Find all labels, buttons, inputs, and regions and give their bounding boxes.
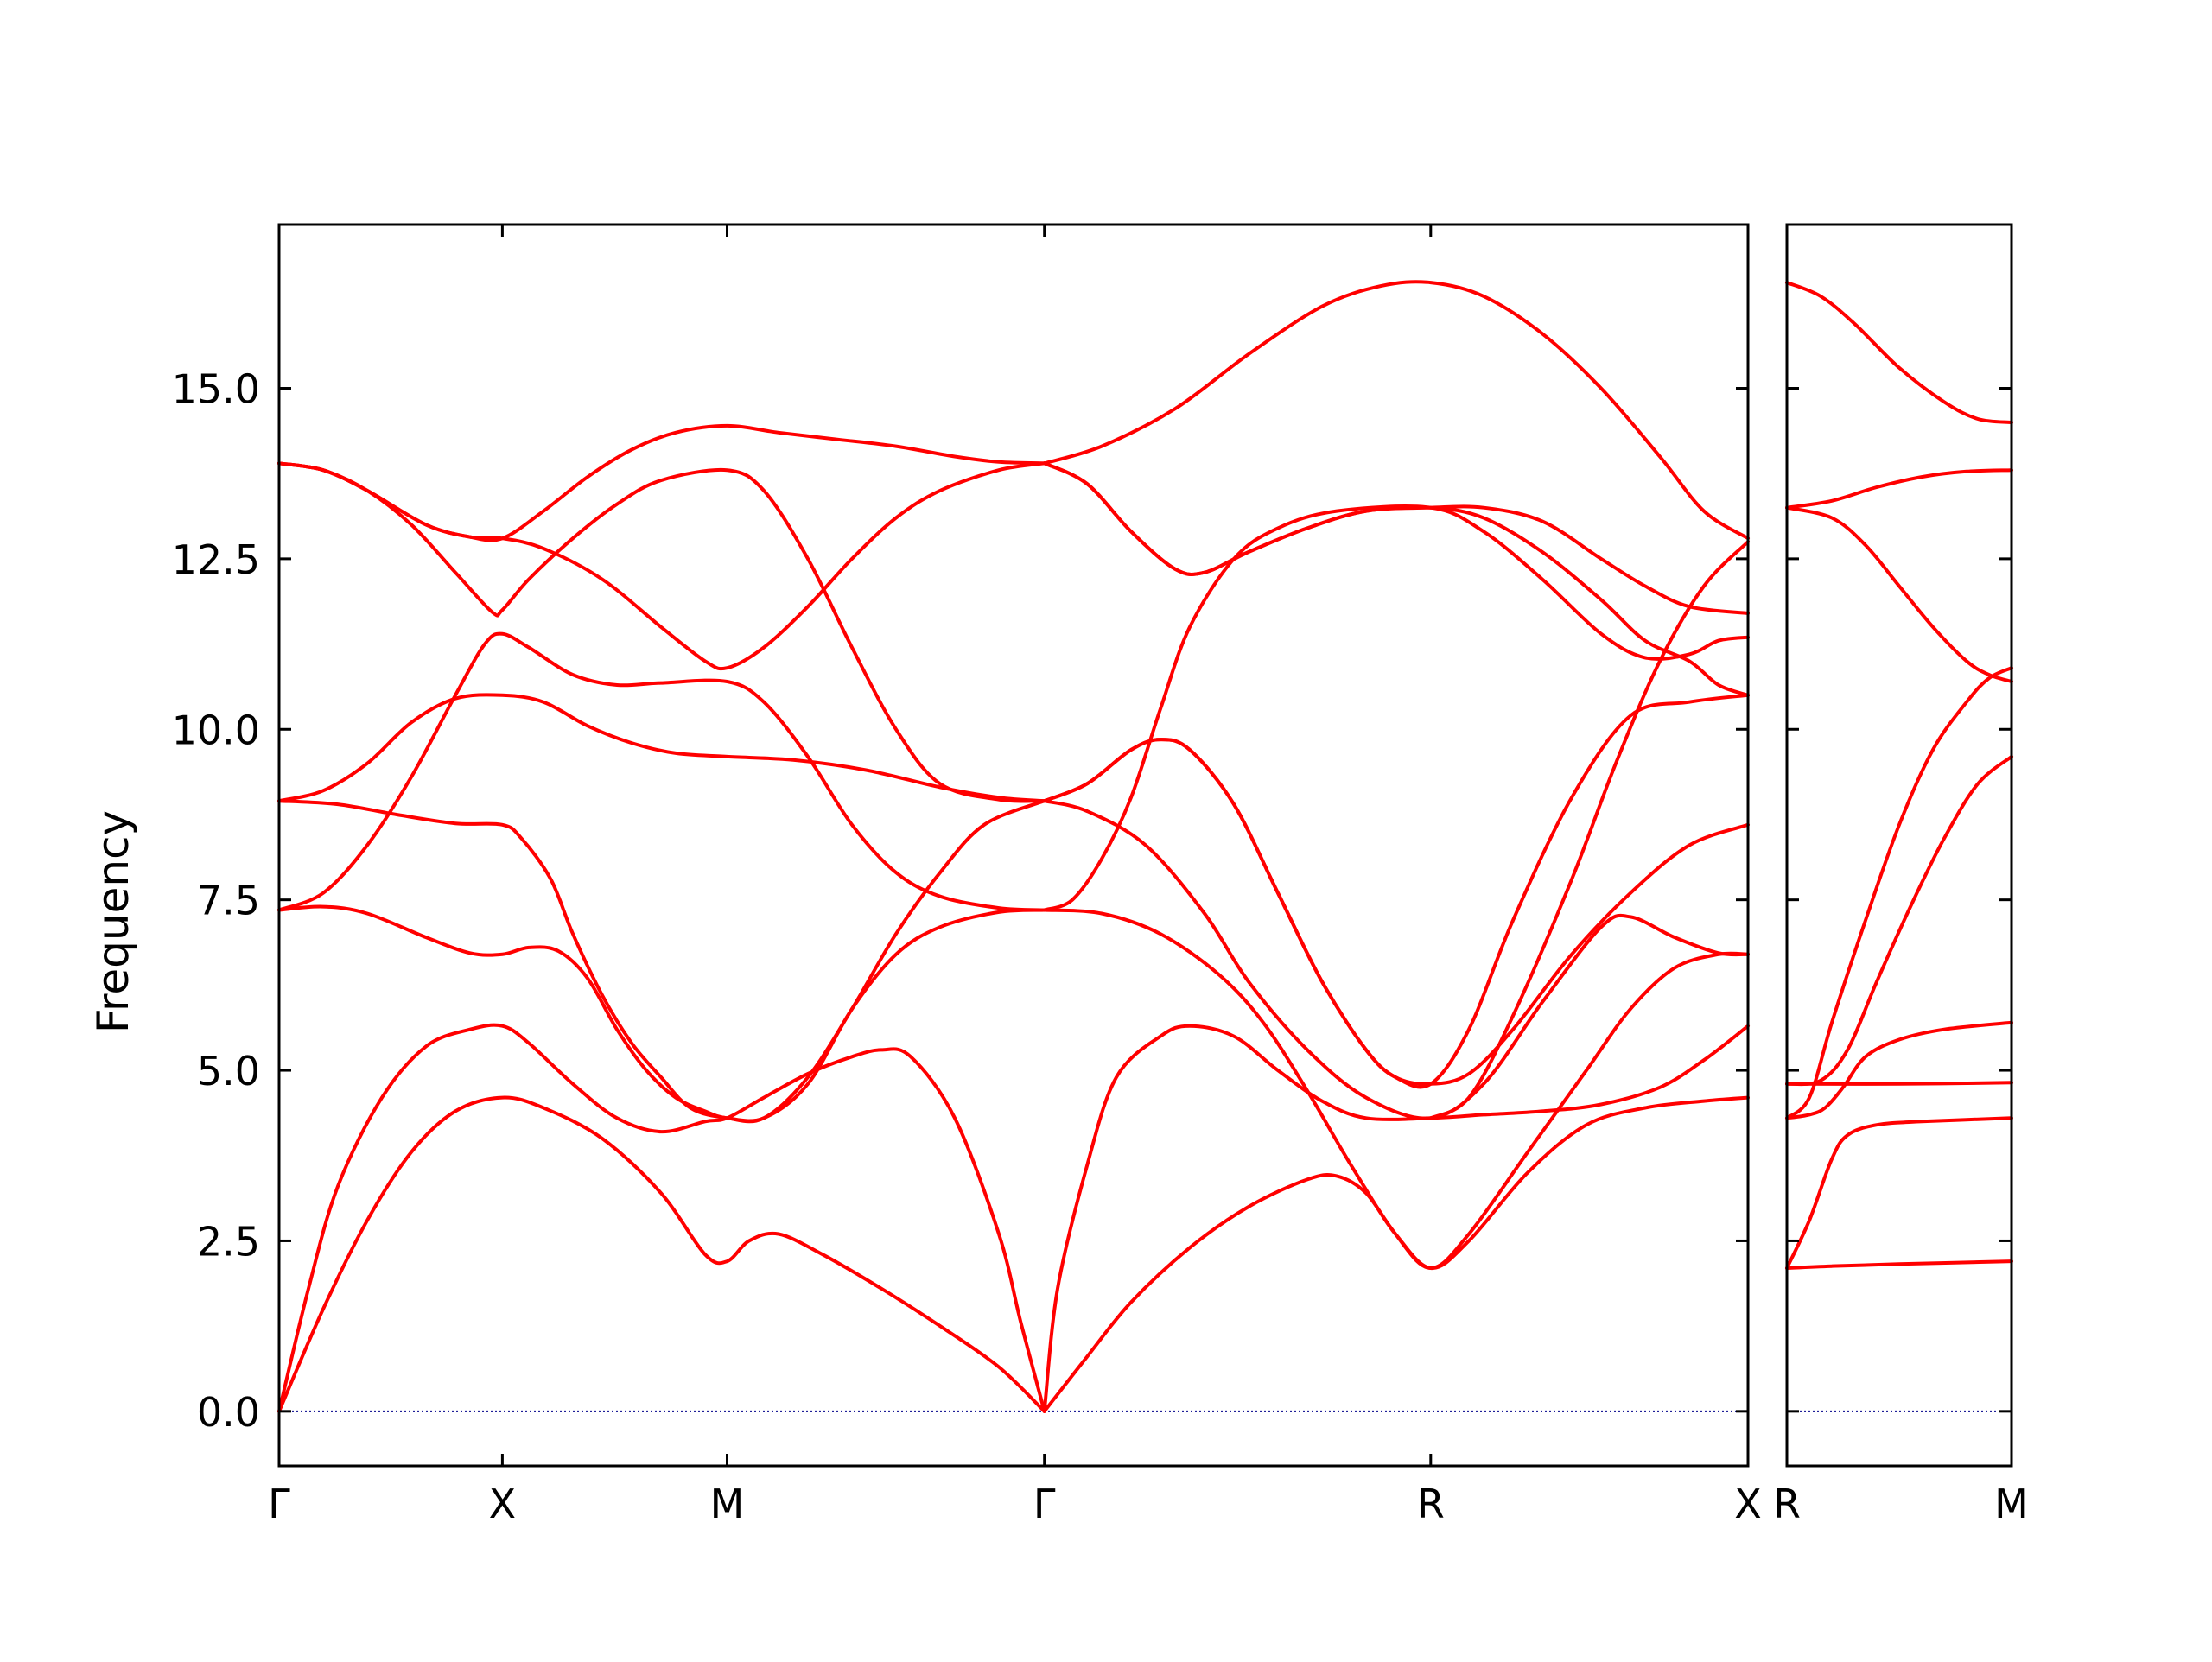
left-panel-branch-11 (1042, 908, 1750, 1270)
left-panel-branch-14 (1042, 738, 1750, 1086)
left-panel-branch-10 (1042, 1095, 1750, 1413)
y-tick-label: 5.0 (197, 1048, 260, 1094)
left-panel-branch-18 (1042, 280, 1750, 541)
x-tick-label-R: R (1417, 1481, 1445, 1527)
left-panel-branch-19 (1428, 540, 1750, 1120)
left-panel-frame (277, 223, 1750, 1468)
left-panel-branch-5 (277, 693, 1046, 803)
left-panel-branch-6 (277, 461, 1046, 671)
left-panel-branch-17 (1042, 461, 1750, 615)
left-panel-branch-3 (277, 799, 1046, 1124)
x-tick-label-Γ: Γ (1033, 1481, 1056, 1527)
right-panel-branch-0 (1785, 1259, 2013, 1270)
y-axis-label: Frequency (88, 810, 138, 1033)
left-panel-branch-9 (1042, 1024, 1750, 1413)
left-panel-branch-15 (1042, 693, 1750, 1089)
left-panel-branch-13 (1042, 504, 1750, 912)
x-tick-label-M: M (710, 1481, 745, 1527)
y-tick-label: 2.5 (197, 1218, 260, 1265)
left-panel-branch-12 (1042, 799, 1750, 1120)
right-panel-frame (1785, 223, 2013, 1468)
x-tick-label-R: R (1773, 1481, 1801, 1527)
right-panel-branch-3 (1785, 1081, 2013, 1086)
right-panel-branch-6 (1785, 505, 2013, 683)
x-tick-label-M: M (1994, 1481, 2029, 1527)
right-panel-branch-7 (1785, 468, 2013, 510)
left-panel-branch-4 (277, 631, 1046, 912)
y-tick-label: 0.0 (197, 1389, 260, 1436)
x-tick-label-X: X (1734, 1481, 1762, 1527)
left-panel-branch-1 (277, 1023, 1046, 1413)
left-panel-branch-2 (277, 904, 1046, 1123)
left-panel-branch-0 (277, 1095, 1046, 1413)
left-panel-branch-7 (277, 461, 1046, 803)
left-panel-branch-8 (277, 423, 1046, 542)
x-tick-label-X: X (489, 1481, 517, 1527)
right-panel-branch-2 (1785, 1020, 2013, 1120)
x-tick-label-Γ: Γ (268, 1481, 290, 1527)
y-tick-label: 10.0 (172, 707, 260, 753)
y-tick-label: 15.0 (172, 365, 260, 412)
y-tick-label: 7.5 (197, 878, 260, 924)
left-panel-branch-16 (1042, 461, 1750, 697)
y-tick-label: 12.5 (172, 536, 260, 583)
right-panel-branch-8 (1785, 281, 2013, 424)
right-panel-branch-4 (1785, 754, 2013, 1087)
right-panel-branch-1 (1785, 1116, 2013, 1270)
right-panel-branch-5 (1785, 666, 2013, 1120)
